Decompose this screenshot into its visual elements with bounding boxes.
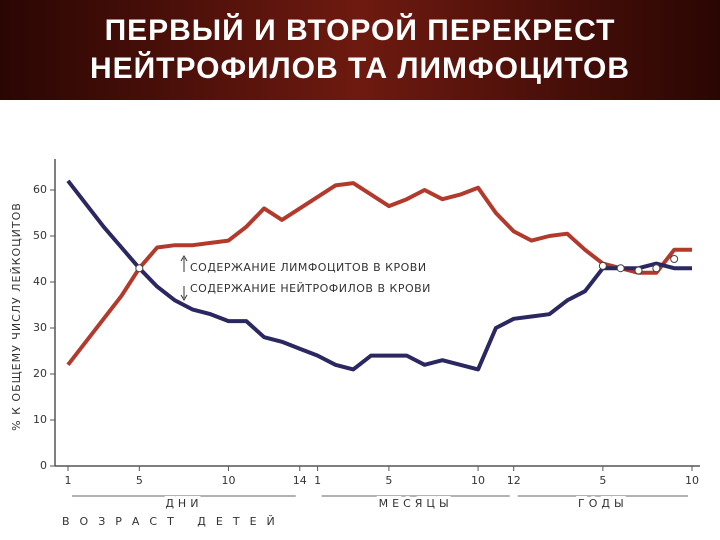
crossing-marker bbox=[670, 255, 679, 263]
x-tick-label: 5 bbox=[599, 474, 606, 487]
series-label: СОДЕРЖАНИЕ НЕЙТРОФИЛОВ В КРОВИ bbox=[190, 282, 431, 295]
label-arrow bbox=[180, 286, 188, 301]
data-line bbox=[66, 181, 692, 367]
x-tick-label: 10 bbox=[471, 474, 485, 487]
group-label: МЕСЯЦЫ bbox=[379, 497, 453, 510]
crossing-marker bbox=[634, 266, 643, 275]
x-tick-label: 1 bbox=[65, 474, 72, 487]
y-tick-label: 50 bbox=[33, 229, 47, 242]
y-tick-label: 0 bbox=[40, 459, 47, 472]
x-tick-label: 1 bbox=[314, 474, 321, 487]
y-axis-label: % К ОБЩЕМУ ЧИСЛУ ЛЕЙКОЦИТОВ bbox=[10, 202, 23, 431]
chart: 0 10 20 30 40 50 60 1 5 10 14 1 5 10 12 5 10 ДНИ МЕСЯЦЫ ГОД… bbox=[10, 159, 700, 528]
x-tick-label: 5 bbox=[136, 474, 143, 487]
group-label: ГОДЫ bbox=[578, 497, 628, 510]
title-line: НЕЙТРОФИЛОВ ТА ЛИМФОЦИТОВ bbox=[89, 52, 631, 85]
crossing-marker bbox=[135, 264, 144, 273]
x-tick-label: 10 bbox=[221, 474, 235, 487]
y-tick-label: 20 bbox=[33, 367, 47, 380]
crossing-marker bbox=[652, 264, 661, 273]
crossing-marker bbox=[616, 264, 625, 273]
y-tick-label: 30 bbox=[33, 321, 47, 334]
y-tick-label: 40 bbox=[33, 275, 47, 288]
x-tick-label: 5 bbox=[385, 474, 392, 487]
x-tick-label: 10 bbox=[685, 474, 699, 487]
title-banner: ПЕРВЫЙ И ВТОРОЙ ПЕРЕКРЕСТ НЕЙТРОФИЛОВ ТА… bbox=[0, 0, 720, 100]
label-arrow bbox=[180, 255, 188, 272]
title-line: ПЕРВЫЙ И ВТОРОЙ ПЕРЕКРЕСТ bbox=[104, 14, 616, 47]
x-tick-label: 14 bbox=[293, 474, 307, 487]
x-axis-label: ВОЗРАСТ ДЕТЕЙ bbox=[62, 515, 285, 528]
y-tick-label: 60 bbox=[33, 183, 47, 196]
series-label: СОДЕРЖАНИЕ ЛИМФОЦИТОВ В КРОВИ bbox=[190, 261, 427, 274]
y-tick-label: 10 bbox=[33, 413, 47, 426]
x-tick-label: 12 bbox=[507, 474, 521, 487]
group-label: ДНИ bbox=[165, 497, 202, 510]
crossing-marker bbox=[598, 261, 607, 270]
data-line bbox=[66, 179, 692, 372]
